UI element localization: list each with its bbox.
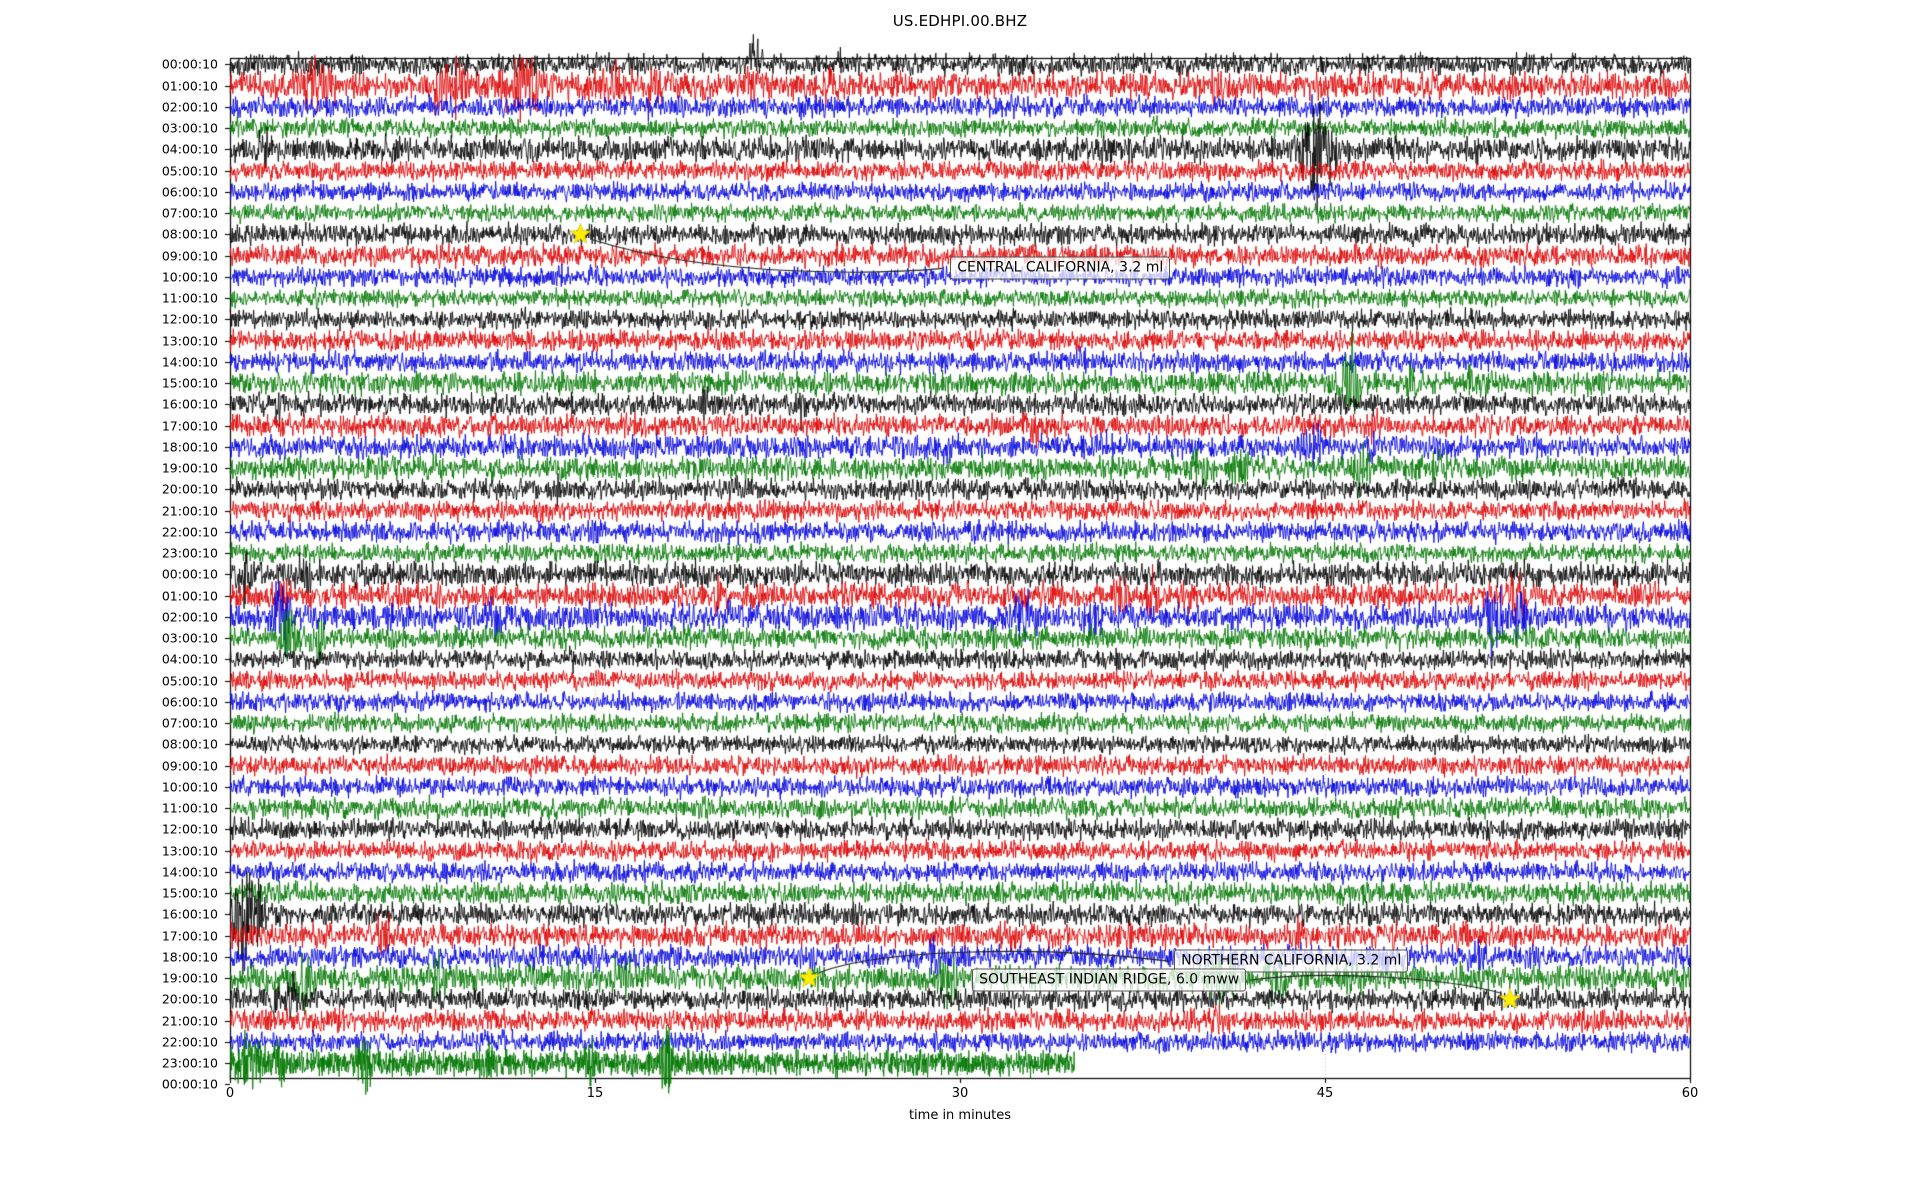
y-axis-tick-label: 11:00:10 xyxy=(161,290,218,306)
y-axis-tick-label: 04:00:10 xyxy=(161,141,218,157)
y-axis-tick-label: 08:00:10 xyxy=(161,226,218,242)
x-axis-tick-label: 15 xyxy=(586,1086,604,1101)
y-axis-tick-label: 02:00:10 xyxy=(161,609,218,625)
y-axis-tick-label: 15:00:10 xyxy=(161,375,218,391)
x-axis-tick-label: 60 xyxy=(1681,1086,1699,1101)
y-axis-tick-label: 20:00:10 xyxy=(161,481,218,497)
y-axis-tick-label: 09:00:10 xyxy=(161,758,218,774)
y-axis-tick-label: 00:00:10 xyxy=(161,56,218,72)
y-axis-tick-label: 22:00:10 xyxy=(161,524,218,540)
y-axis-tick-label: 05:00:10 xyxy=(161,163,218,179)
event-annotation-label[interactable]: CENTRAL CALIFORNIA, 3.2 ml xyxy=(950,256,1171,280)
y-axis-tick-label: 01:00:10 xyxy=(161,78,218,94)
x-axis-tick-label: 0 xyxy=(225,1086,235,1101)
y-axis-tick-label: 19:00:10 xyxy=(161,460,218,476)
y-axis-tick-label: 08:00:10 xyxy=(161,736,218,752)
x-axis-tick-label: 30 xyxy=(951,1086,969,1101)
y-axis-tick-label: 17:00:10 xyxy=(161,418,218,434)
y-axis-tick-label: 23:00:10 xyxy=(161,1055,218,1071)
y-axis-tick-label: 05:00:10 xyxy=(161,673,218,689)
y-axis-tick-label: 18:00:10 xyxy=(161,949,218,965)
x-axis-tick-label: 45 xyxy=(1316,1086,1334,1101)
y-axis-tick-label: 15:00:10 xyxy=(161,885,218,901)
event-annotation-label[interactable]: NORTHERN CALIFORNIA, 3.2 ml xyxy=(1174,949,1409,973)
y-axis-tick-label: 00:00:10 xyxy=(161,566,218,582)
y-axis-tick-label: 12:00:10 xyxy=(161,311,218,327)
y-axis-tick-label: 06:00:10 xyxy=(161,694,218,710)
y-axis-tick-label: 09:00:10 xyxy=(161,248,218,264)
y-axis-tick-label: 18:00:10 xyxy=(161,439,218,455)
y-axis-tick-label: 23:00:10 xyxy=(161,545,218,561)
y-axis-tick-label: 12:00:10 xyxy=(161,821,218,837)
y-axis-tick-label: 04:00:10 xyxy=(161,651,218,667)
y-axis-tick-label: 21:00:10 xyxy=(161,503,218,519)
y-axis-tick-label: 14:00:10 xyxy=(161,354,218,370)
y-axis-tick-label: 11:00:10 xyxy=(161,800,218,816)
y-axis-tick-label: 00:00:10 xyxy=(161,1076,218,1092)
y-axis-tick-label: 19:00:10 xyxy=(161,970,218,986)
y-axis-tick-label: 13:00:10 xyxy=(161,333,218,349)
y-axis-tick-label: 22:00:10 xyxy=(161,1034,218,1050)
y-axis-tick-label: 21:00:10 xyxy=(161,1013,218,1029)
y-axis-tick-label: 16:00:10 xyxy=(161,396,218,412)
y-axis-tick-label: 07:00:10 xyxy=(161,715,218,731)
y-axis-tick-label: 20:00:10 xyxy=(161,991,218,1007)
y-axis-tick-label: 13:00:10 xyxy=(161,843,218,859)
y-axis-tick-label: 01:00:10 xyxy=(161,588,218,604)
y-axis-tick-label: 03:00:10 xyxy=(161,120,218,136)
event-annotation-label[interactable]: SOUTHEAST INDIAN RIDGE, 6.0 mww xyxy=(972,968,1247,992)
y-axis-tick-label: 10:00:10 xyxy=(161,269,218,285)
y-axis-tick-label: 07:00:10 xyxy=(161,205,218,221)
y-axis-tick-label: 03:00:10 xyxy=(161,630,218,646)
y-axis-tick-label: 16:00:10 xyxy=(161,906,218,922)
y-axis-tick-label: 10:00:10 xyxy=(161,779,218,795)
y-axis-tick-label: 17:00:10 xyxy=(161,928,218,944)
x-axis-title: time in minutes xyxy=(908,1108,1012,1123)
y-axis-tick-label: 14:00:10 xyxy=(161,864,218,880)
y-axis-tick-label: 02:00:10 xyxy=(161,99,218,115)
y-axis-tick-label: 06:00:10 xyxy=(161,184,218,200)
